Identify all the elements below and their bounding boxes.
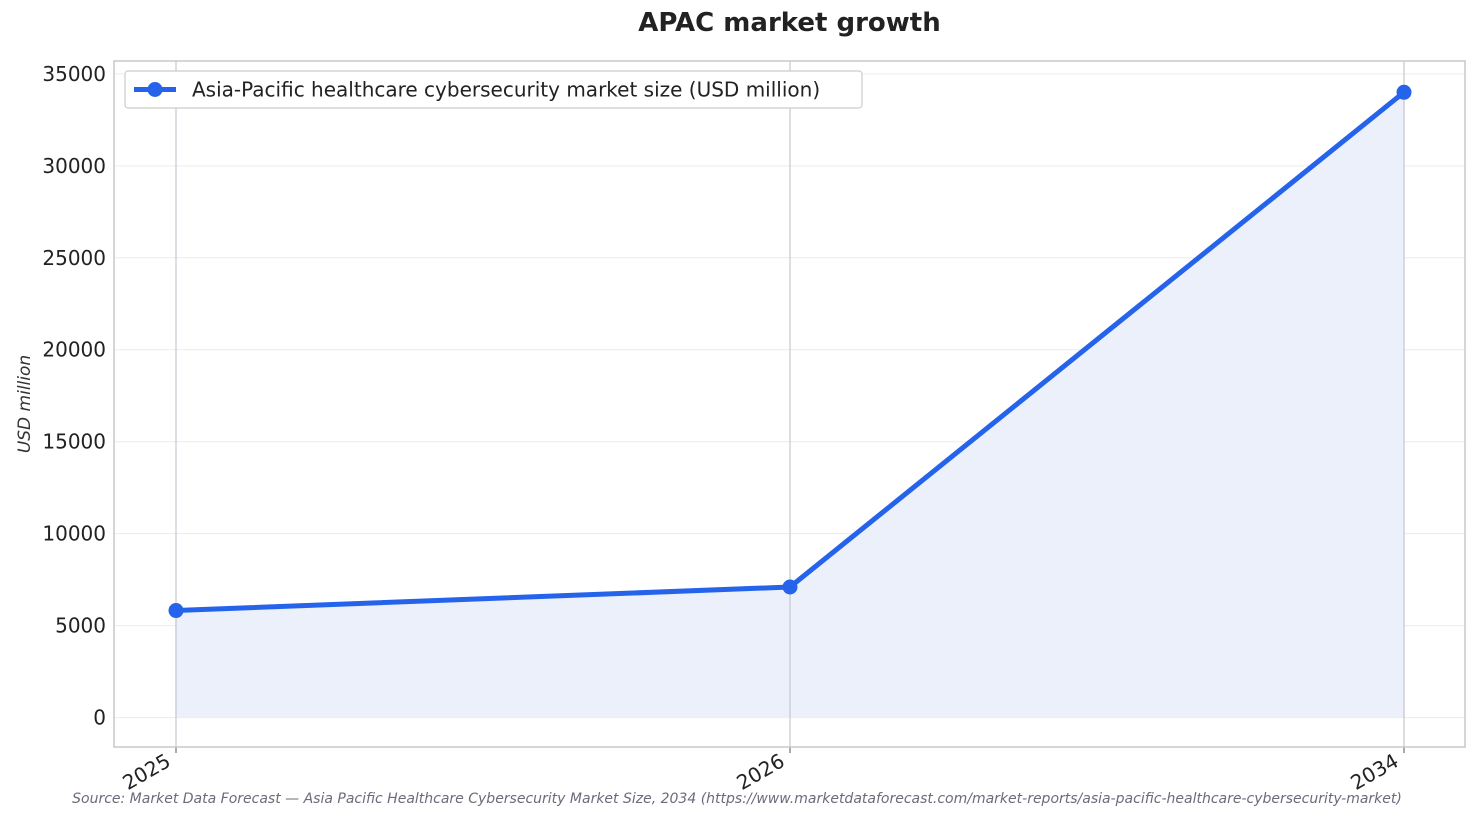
data-point — [1396, 84, 1412, 100]
legend-label: Asia-Pacific healthcare cybersecurity ma… — [192, 78, 820, 102]
y-tick-label: 10000 — [42, 522, 106, 546]
area-layer — [175, 92, 1405, 718]
legend-box — [124, 70, 863, 109]
chart-title: APAC market growth — [638, 8, 941, 38]
y-tick-label: 15000 — [42, 430, 106, 454]
data-point — [782, 579, 798, 595]
y-tick-label: 5000 — [55, 614, 106, 638]
series-area — [176, 92, 1404, 718]
source-note: Source: Market Data Forecast — Asia Paci… — [72, 791, 1402, 807]
x-tick-label: 2025 — [118, 749, 174, 795]
series-layer — [168, 84, 1412, 619]
x-tick-label: 2026 — [732, 749, 788, 795]
y-tick-label: 0 — [93, 706, 106, 730]
legend-marker-swatch — [147, 82, 163, 97]
legend: Asia-Pacific healthcare cybersecurity ma… — [124, 70, 863, 109]
data-point — [168, 603, 184, 619]
y-tick-label: 20000 — [42, 338, 106, 362]
x-tick-label: 2034 — [1346, 749, 1402, 795]
y-axis-title: USD million — [15, 355, 35, 453]
y-tick-label: 30000 — [42, 154, 106, 178]
y-tick-label: 25000 — [42, 246, 106, 270]
y-tick-label: 35000 — [42, 62, 106, 86]
plot-frame — [113, 60, 1466, 748]
